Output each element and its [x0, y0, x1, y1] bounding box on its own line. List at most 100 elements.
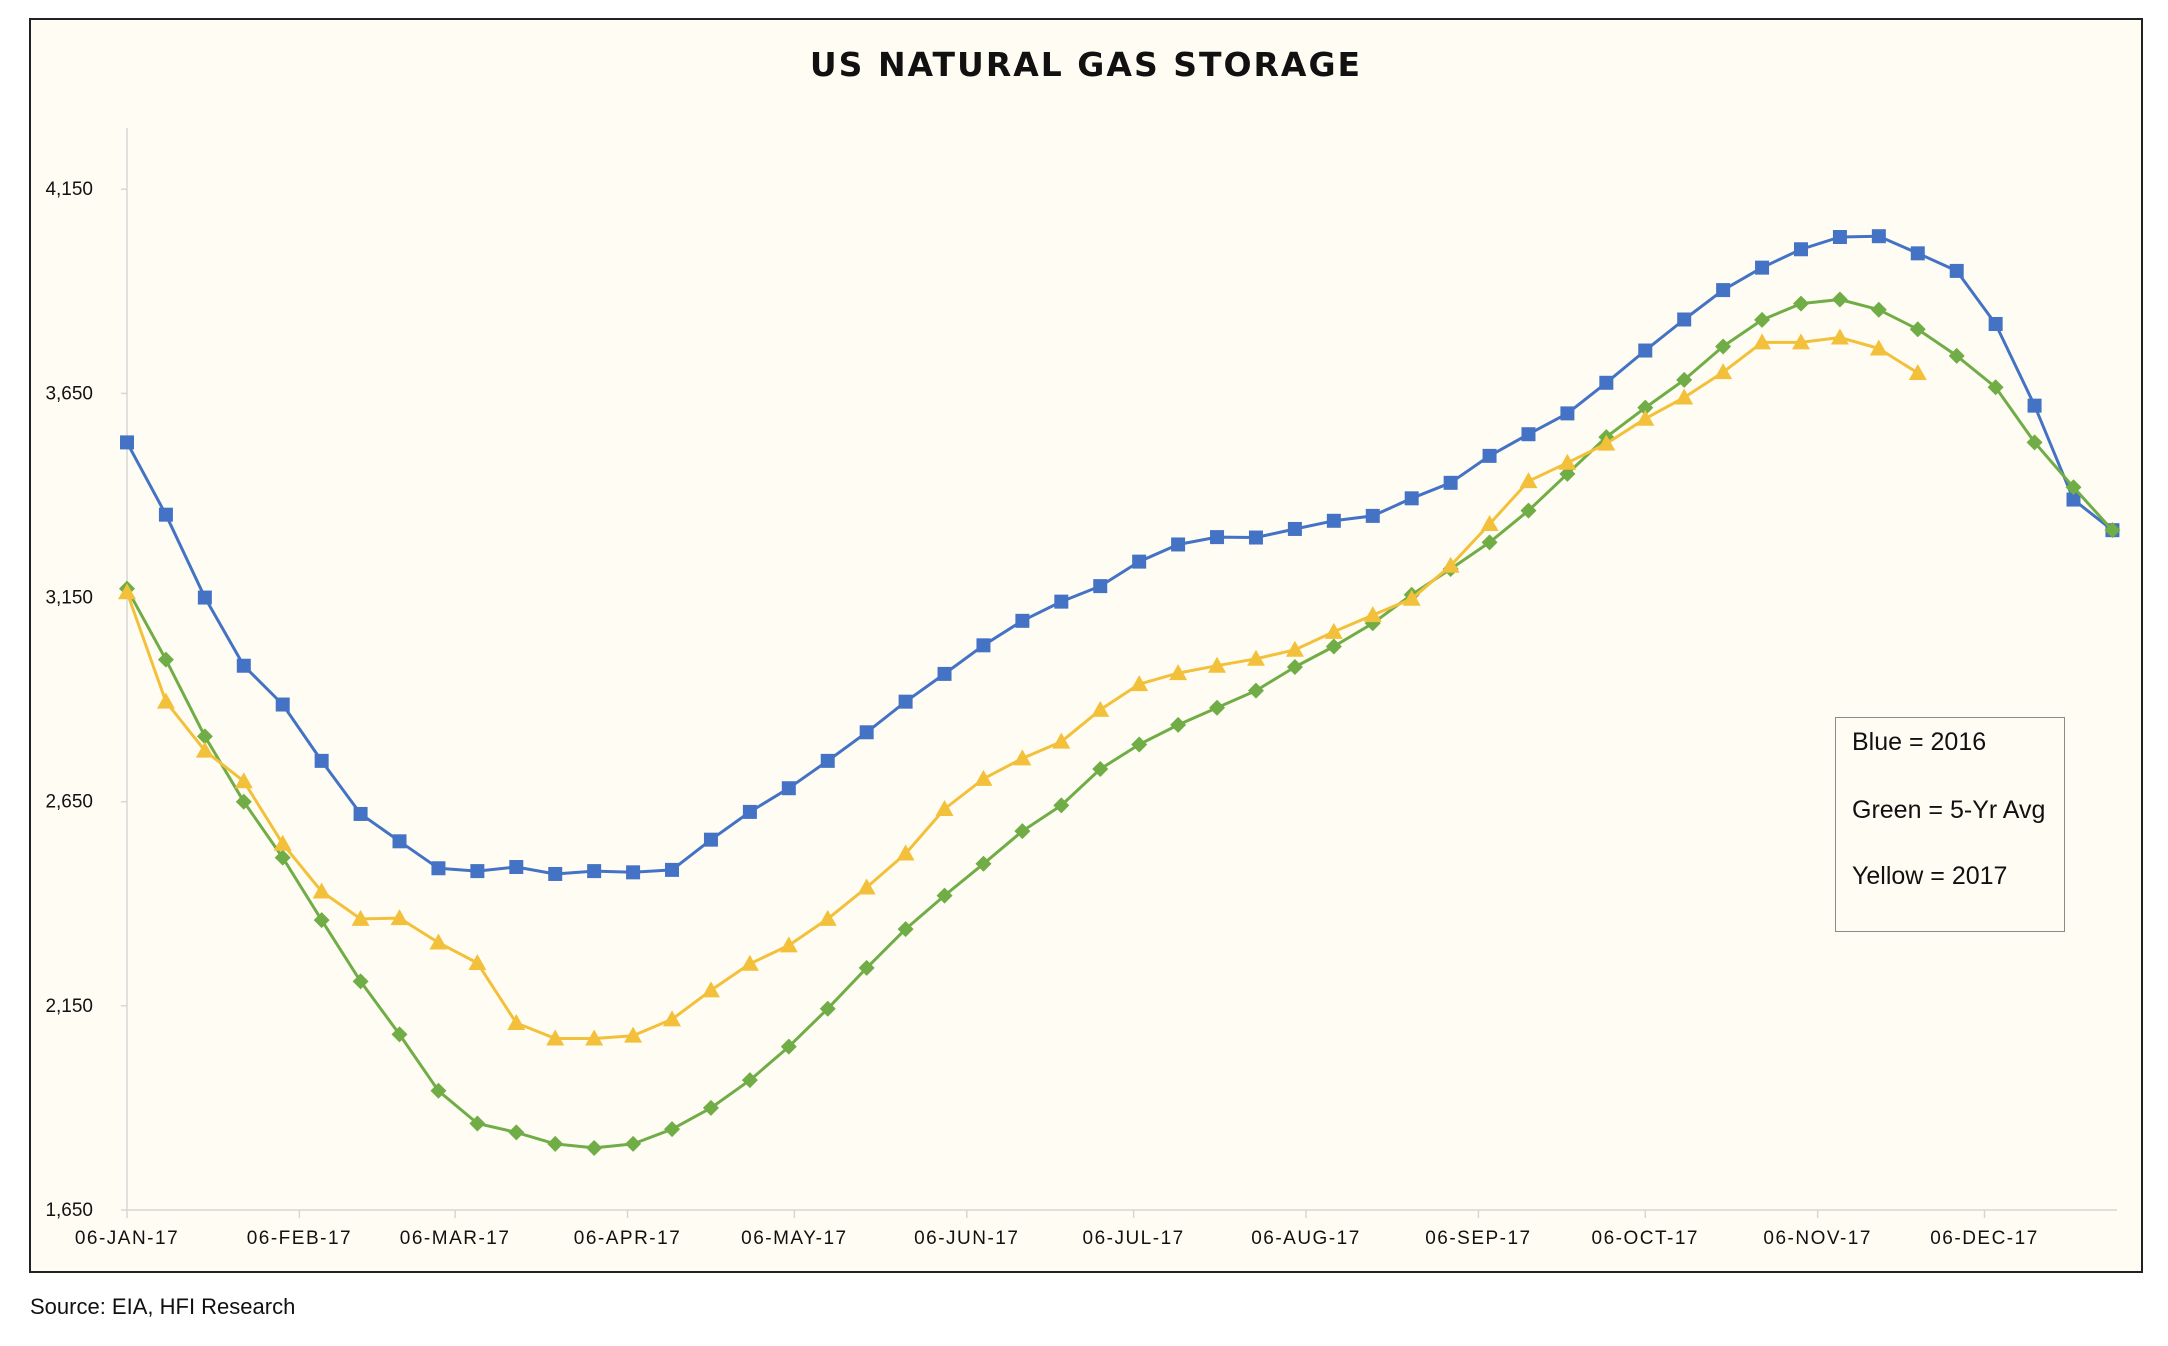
data-point — [1093, 579, 1108, 594]
x-tick-label: 06-DEC-17 — [1930, 1228, 2039, 1249]
data-point — [976, 638, 991, 653]
series-0 — [120, 229, 2120, 881]
data-point — [1870, 301, 1887, 318]
data-point — [1482, 448, 1497, 463]
data-point — [937, 666, 952, 681]
data-point — [1286, 658, 1303, 675]
data-point — [586, 1139, 603, 1156]
y-tick-label: 2,650 — [45, 792, 93, 813]
data-point — [274, 849, 291, 866]
data-point — [2065, 479, 2082, 496]
data-point — [1793, 242, 1808, 257]
y-tick-label: 4,150 — [45, 179, 93, 200]
data-point — [429, 933, 448, 950]
data-point — [235, 793, 252, 810]
data-point — [1558, 453, 1577, 470]
x-tick-label: 06-OCT-17 — [1592, 1228, 1699, 1249]
data-point — [1210, 530, 1225, 545]
data-point — [896, 844, 915, 861]
data-point — [1791, 333, 1810, 350]
data-point — [1755, 260, 1770, 275]
data-point — [1831, 291, 1848, 308]
data-point — [1208, 656, 1227, 673]
x-tick-label: 06-FEB-17 — [247, 1228, 352, 1249]
data-point — [351, 909, 370, 926]
data-point — [1480, 515, 1499, 532]
data-point — [1676, 371, 1693, 388]
data-point — [1869, 339, 1888, 356]
x-tick-label: 06-SEP-17 — [1425, 1228, 1531, 1249]
data-point — [935, 800, 954, 817]
data-point — [703, 832, 718, 847]
data-point — [391, 1026, 408, 1043]
y-tick-label: 2,150 — [45, 996, 93, 1017]
data-point — [664, 1121, 681, 1138]
data-point — [509, 860, 524, 875]
data-point — [1209, 699, 1226, 716]
data-point — [858, 959, 875, 976]
data-point — [1443, 475, 1458, 490]
data-point — [1014, 823, 1031, 840]
x-tick-label: 06-MAY-17 — [741, 1228, 847, 1249]
series-2 — [118, 328, 1927, 1046]
data-point — [1247, 682, 1264, 699]
data-point — [626, 865, 641, 880]
data-point — [1404, 491, 1419, 506]
series-line — [125, 336, 1919, 1040]
x-tick-label: 06-NOV-17 — [1763, 1228, 1872, 1249]
data-point — [1170, 716, 1187, 733]
data-point — [120, 435, 134, 450]
data-point — [508, 1124, 525, 1141]
series-line — [125, 298, 2114, 1150]
data-point — [1481, 534, 1498, 551]
data-point — [1285, 640, 1304, 657]
data-point — [1519, 472, 1538, 489]
data-point — [195, 741, 214, 758]
data-point — [1363, 606, 1382, 623]
data-point — [936, 887, 953, 904]
data-point — [313, 912, 330, 929]
data-point — [1246, 649, 1265, 666]
y-tick-label: 3,150 — [45, 588, 93, 609]
data-point — [1132, 554, 1147, 569]
data-point — [974, 769, 993, 786]
x-tick-label: 06-JAN-17 — [75, 1228, 179, 1249]
data-point — [1326, 513, 1341, 528]
data-point — [312, 882, 331, 899]
x-tick-label: 06-JUL-17 — [1083, 1228, 1185, 1249]
data-point — [741, 1072, 758, 1089]
data-point — [819, 1000, 836, 1017]
data-point — [430, 1082, 447, 1099]
chart-title: US NATURAL GAS STORAGE — [810, 45, 1362, 84]
data-point — [1053, 797, 1070, 814]
data-point — [275, 697, 290, 712]
data-point — [1871, 229, 1886, 244]
data-point — [1637, 399, 1654, 416]
data-point — [1987, 379, 2004, 396]
data-point — [470, 864, 485, 879]
data-point — [118, 583, 136, 600]
data-point — [1753, 333, 1772, 350]
data-point — [1675, 388, 1694, 405]
x-axis-ticks: 06-JAN-17 06-FEB-17 06-MAR-17 06-APR-17 06-M… — [75, 1210, 2039, 1249]
data-point — [1015, 613, 1030, 628]
data-point — [663, 1010, 682, 1027]
data-point — [820, 753, 835, 768]
data-point — [1559, 465, 1576, 482]
data-point — [314, 753, 329, 768]
data-point — [1130, 675, 1149, 692]
data-point — [1714, 363, 1733, 380]
data-point — [1013, 749, 1032, 766]
x-tick-label: 06-JUN-17 — [914, 1228, 1019, 1249]
x-tick-label: 06-APR-17 — [574, 1228, 682, 1249]
data-point — [196, 728, 213, 745]
data-point — [2066, 492, 2081, 507]
data-point — [468, 953, 487, 970]
data-point — [1908, 363, 1927, 380]
legend-entry-blue: Blue = 2016 — [1852, 728, 1987, 756]
data-point — [625, 1135, 642, 1152]
data-point — [1092, 761, 1109, 778]
data-point — [1715, 338, 1732, 355]
data-point — [1949, 263, 1964, 278]
y-axis-ticks: 1,650 2,150 2,650 3,150 3,650 4,150 — [45, 179, 127, 1221]
